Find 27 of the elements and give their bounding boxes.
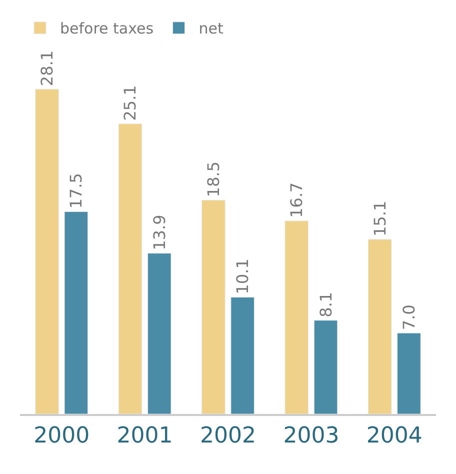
- bar: [230, 296, 254, 414]
- x-tick-label: 2002: [200, 423, 256, 448]
- x-tick-label: 2001: [116, 423, 173, 448]
- data-label: 18.5: [204, 161, 223, 198]
- bar: [118, 124, 142, 414]
- x-tick-label: 2003: [283, 423, 340, 448]
- bar: [35, 88, 59, 414]
- legend-label: before taxes: [60, 20, 154, 38]
- data-label: 7.0: [399, 304, 418, 330]
- bar: [64, 211, 88, 414]
- bar: [147, 253, 172, 414]
- bar: [368, 239, 392, 414]
- data-label: 8.1: [316, 292, 336, 318]
- data-label: 25.1: [120, 85, 140, 121]
- data-label: 15.1: [370, 200, 390, 236]
- data-label: 28.1: [38, 50, 57, 86]
- data-label: 10.1: [233, 258, 252, 294]
- bar: [397, 332, 421, 414]
- data-label: 16.7: [287, 182, 306, 218]
- data-label: 17.5: [66, 173, 86, 209]
- x-tick-label: 2000: [34, 423, 90, 448]
- bar: [284, 220, 309, 414]
- x-tick-label: 2004: [366, 423, 422, 448]
- bar: [202, 200, 226, 414]
- bar: [314, 320, 338, 414]
- data-label: 13.9: [150, 214, 169, 250]
- legend-label: net: [198, 20, 224, 38]
